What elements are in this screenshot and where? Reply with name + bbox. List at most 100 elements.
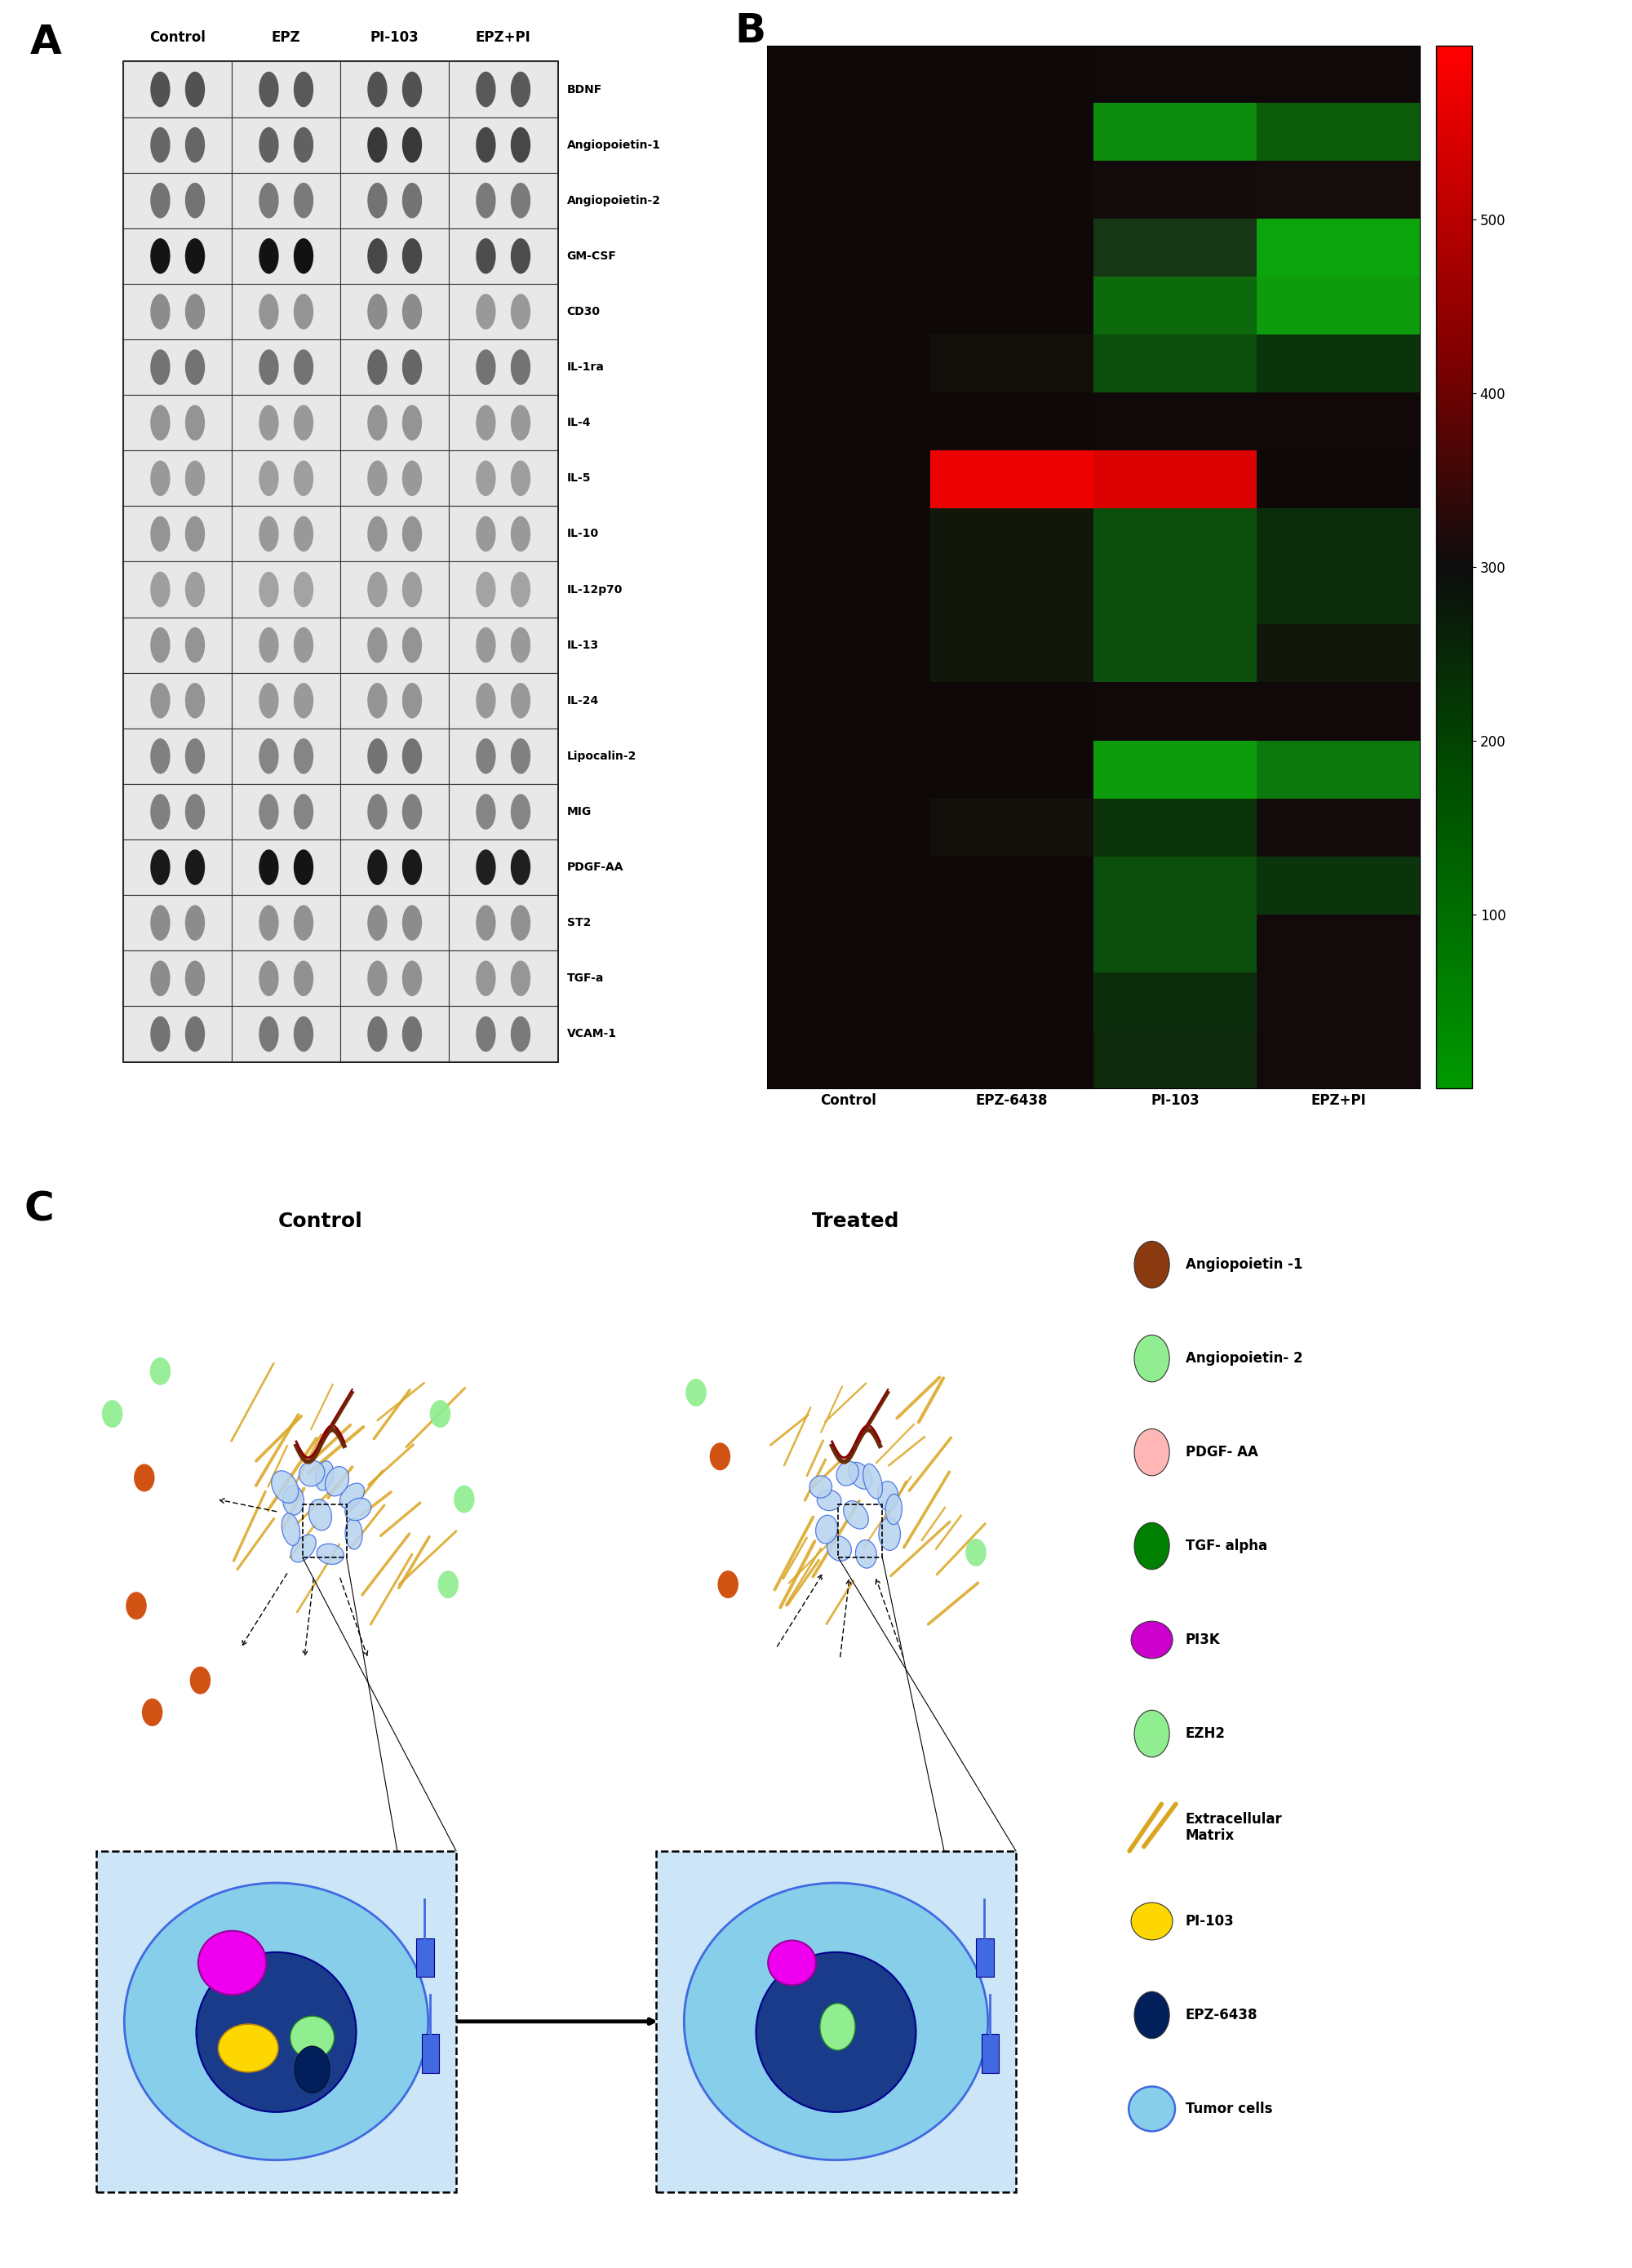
Text: EPZ+PI: EPZ+PI [475, 29, 530, 45]
Circle shape [259, 628, 279, 662]
Circle shape [477, 962, 496, 996]
Circle shape [263, 689, 274, 712]
Text: Tumor cells: Tumor cells [1185, 2102, 1273, 2116]
Circle shape [150, 349, 170, 386]
Circle shape [259, 406, 279, 440]
Circle shape [367, 73, 387, 107]
Circle shape [294, 349, 313, 386]
Circle shape [150, 739, 170, 773]
Ellipse shape [325, 1467, 349, 1497]
Ellipse shape [271, 1470, 299, 1504]
Bar [124, 617, 232, 674]
Circle shape [477, 517, 496, 551]
Text: PI-103: PI-103 [1185, 1914, 1234, 1928]
Circle shape [514, 191, 527, 211]
Circle shape [263, 245, 274, 268]
Circle shape [401, 962, 423, 996]
Circle shape [1134, 1241, 1170, 1288]
Bar [302, 1504, 346, 1558]
Bar [232, 728, 341, 785]
Circle shape [511, 1016, 530, 1052]
Ellipse shape [878, 1481, 898, 1510]
Circle shape [477, 295, 496, 329]
Circle shape [294, 628, 313, 662]
Circle shape [480, 578, 491, 601]
Circle shape [184, 238, 206, 274]
Circle shape [155, 413, 166, 433]
Circle shape [189, 635, 201, 655]
Circle shape [263, 635, 274, 655]
Bar [232, 674, 341, 728]
Circle shape [514, 245, 527, 268]
Circle shape [189, 689, 201, 712]
Circle shape [184, 905, 206, 941]
Circle shape [294, 739, 313, 773]
Circle shape [259, 794, 279, 830]
Circle shape [184, 184, 206, 218]
Circle shape [155, 191, 166, 211]
Circle shape [367, 905, 387, 941]
Bar [416, 1939, 434, 1978]
Circle shape [401, 850, 423, 885]
Circle shape [297, 689, 310, 712]
Circle shape [514, 356, 527, 379]
Text: Angiopoietin- 2: Angiopoietin- 2 [1185, 1352, 1302, 1365]
Circle shape [372, 635, 384, 655]
Circle shape [297, 302, 310, 322]
Text: Lipocalin-2: Lipocalin-2 [566, 751, 636, 762]
Circle shape [401, 349, 423, 386]
Circle shape [134, 1463, 155, 1492]
Circle shape [263, 467, 274, 490]
Circle shape [367, 517, 387, 551]
Circle shape [372, 968, 384, 989]
Circle shape [297, 801, 310, 823]
Bar [341, 617, 449, 674]
Bar [449, 728, 558, 785]
Circle shape [189, 968, 201, 989]
Circle shape [401, 406, 423, 440]
Text: PDGF- AA: PDGF- AA [1185, 1445, 1258, 1461]
Bar [449, 896, 558, 950]
Bar [232, 1007, 341, 1061]
Circle shape [372, 134, 384, 156]
Circle shape [480, 356, 491, 379]
Ellipse shape [196, 1953, 356, 2112]
Bar [449, 61, 558, 118]
Bar [124, 229, 232, 284]
Circle shape [263, 413, 274, 433]
Circle shape [511, 905, 530, 941]
Circle shape [367, 184, 387, 218]
Circle shape [477, 349, 496, 386]
Circle shape [297, 524, 310, 544]
Circle shape [189, 1023, 201, 1046]
Circle shape [401, 295, 423, 329]
Bar [232, 617, 341, 674]
Bar [341, 785, 449, 839]
Circle shape [511, 349, 530, 386]
Circle shape [406, 191, 418, 211]
Bar [449, 284, 558, 340]
Circle shape [480, 801, 491, 823]
Circle shape [150, 460, 170, 497]
Circle shape [401, 73, 423, 107]
Circle shape [514, 1023, 527, 1046]
Bar [341, 61, 449, 118]
Circle shape [297, 413, 310, 433]
Bar [232, 506, 341, 562]
Text: IL-4: IL-4 [566, 417, 591, 429]
Circle shape [514, 857, 527, 878]
Circle shape [101, 1399, 122, 1429]
Circle shape [372, 801, 384, 823]
Circle shape [263, 1023, 274, 1046]
Circle shape [480, 79, 491, 100]
Circle shape [150, 572, 170, 608]
Bar [124, 562, 232, 617]
Circle shape [155, 356, 166, 379]
Circle shape [184, 127, 206, 163]
Circle shape [511, 683, 530, 719]
Circle shape [480, 1023, 491, 1046]
Circle shape [263, 968, 274, 989]
Bar [232, 118, 341, 172]
Text: ST2: ST2 [566, 916, 591, 928]
Circle shape [294, 295, 313, 329]
